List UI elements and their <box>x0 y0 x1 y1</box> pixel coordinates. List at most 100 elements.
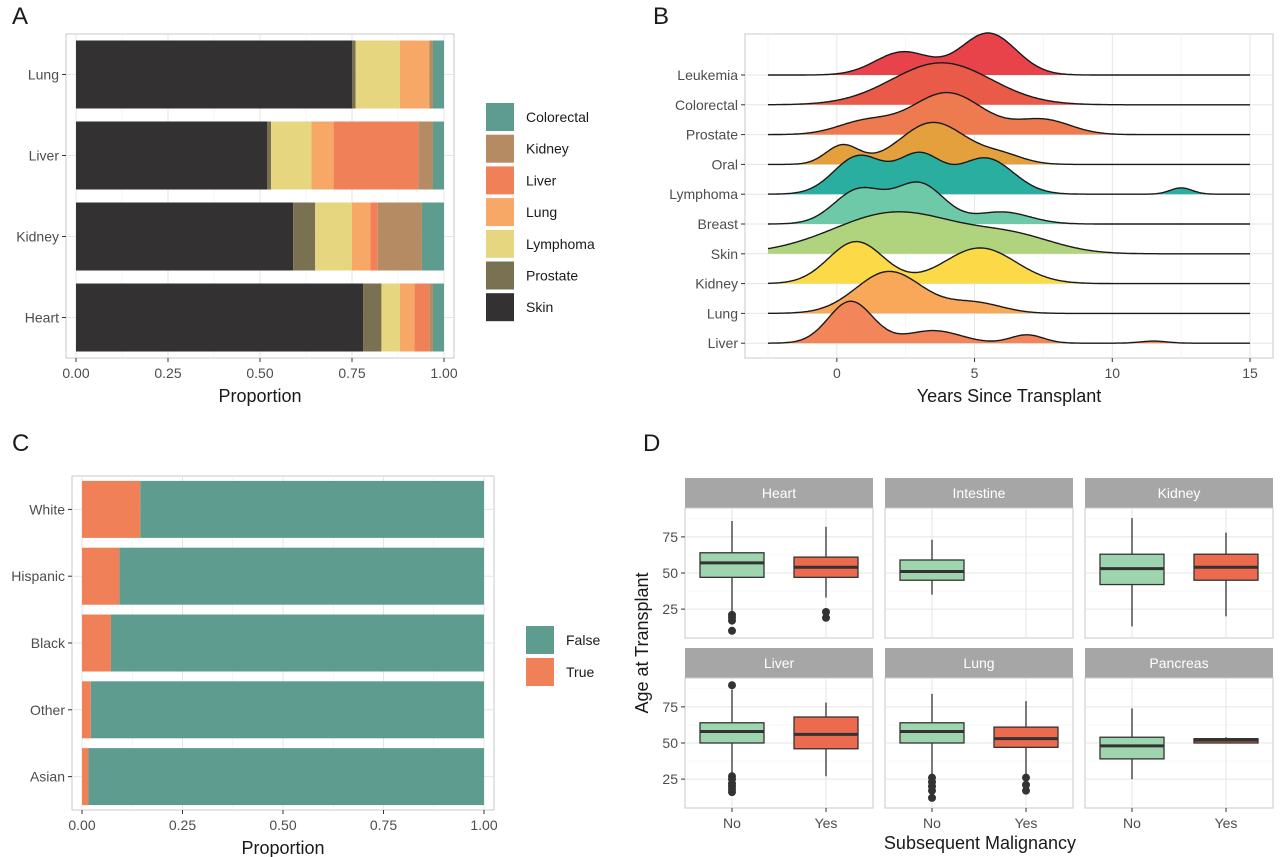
bar-segment-liver-lymphoma <box>271 121 312 190</box>
x-tick-label-yes: Yes <box>1015 815 1038 831</box>
bar-segment-lung-prostate <box>352 40 356 109</box>
bar-segment-kidney-lymphoma <box>315 202 352 271</box>
bar-segment-liver-skin <box>76 121 268 190</box>
outlier-lung-yes <box>1022 786 1030 795</box>
legend-key-liver <box>486 166 514 195</box>
y-tick-label: 25 <box>662 771 678 787</box>
bar-segment-kidney-colorectal <box>421 202 444 271</box>
ridge-fill-prostate <box>768 92 1250 135</box>
legend-key-lung <box>486 198 514 227</box>
y-tick-label-other: Other <box>30 702 65 718</box>
bar-segment-kidney-kidney <box>377 202 422 271</box>
facet-strip-intestine <box>885 478 1073 508</box>
legend-label-kidney: Kidney <box>526 141 569 157</box>
bar-segment-lung-lung <box>399 40 430 109</box>
bar-segment-black-true <box>82 614 111 672</box>
ridge-fill-oral <box>768 122 1250 165</box>
ridge-outline-kidney <box>768 240 1250 285</box>
legend-key-prostate <box>486 261 514 290</box>
x-axis-title: Subsequent Malignancy <box>884 833 1076 853</box>
bar-segment-liver-colorectal <box>432 121 444 190</box>
outlier-liver-no <box>728 681 736 690</box>
outlier-lung-no <box>928 793 936 802</box>
panel-label-b: B <box>653 3 669 30</box>
facet-strip-heart <box>685 478 873 508</box>
bar-segment-heart-liver <box>414 283 430 352</box>
bar-segment-heart-prostate <box>363 283 382 352</box>
x-tick-label: 0.25 <box>154 365 181 381</box>
bar-segment-white-true <box>82 480 141 538</box>
ridge-outline-colorectal <box>768 62 1250 106</box>
bar-segment-heart-lymphoma <box>381 283 400 352</box>
facet-title-intestine: Intestine <box>953 485 1006 501</box>
y-tick-label-black: Black <box>31 635 66 651</box>
box-pancreas-no <box>1099 736 1165 760</box>
legend-key-false <box>526 626 554 654</box>
x-tick-label: 0.75 <box>338 365 365 381</box>
bar-segment-heart-lung <box>399 283 415 352</box>
y-tick-label: 50 <box>662 735 678 751</box>
box-heart-no <box>699 552 765 578</box>
ridge-outline-lymphoma <box>767 151 1250 195</box>
facet-title-liver: Liver <box>764 655 795 671</box>
legend-label-lymphoma: Lymphoma <box>526 236 595 252</box>
ridge-fill-lung <box>768 271 1250 314</box>
x-tick-label: 0.50 <box>246 365 273 381</box>
ridge-outline-breast <box>768 181 1250 225</box>
bar-segment-kidney-liver <box>370 202 378 271</box>
y-axis-title: Age at Transplant <box>632 572 652 713</box>
x-axis-title: Proportion <box>218 386 301 406</box>
x-tick-label-yes: Yes <box>1215 815 1238 831</box>
outlier-heart-no <box>728 626 736 635</box>
panel-b-ridgeline-chart: 0 5 10 15 Leukemia Colorectal Prostate Oral Lymp… <box>669 32 1274 406</box>
ridge-fill-leukemia <box>768 33 1250 75</box>
bar-segment-liver-kidney <box>418 121 433 190</box>
panel-a-stacked-bar-chart: 0.00 0.25 0.50 0.75 1.00 Lung Liver Kidney Heart… <box>16 33 595 406</box>
facet-strip-kidney <box>1085 478 1273 508</box>
y-tick-label-colorectal: Colorectal <box>675 97 738 113</box>
legend-label-colorectal: Colorectal <box>526 109 589 125</box>
y-tick-label-lung: Lung <box>707 305 738 321</box>
y-tick-label-heart: Heart <box>25 310 59 326</box>
y-tick-label-leukemia: Leukemia <box>677 67 738 83</box>
x-axis-title: Years Since Transplant <box>917 386 1101 406</box>
x-tick-label-no: No <box>923 815 941 831</box>
outlier-heart-yes <box>822 608 830 616</box>
y-tick-label-lymphoma: Lymphoma <box>669 186 738 202</box>
ridge-fill-liver <box>768 301 1250 344</box>
bar-segment-lung-skin <box>76 40 352 109</box>
y-tick-label-lung: Lung <box>28 67 59 83</box>
panel-c-stacked-bar-chart: 0.00 0.25 0.50 0.75 1.00 White Hispanic Black Ot… <box>11 475 600 857</box>
y-tick-label-asian: Asian <box>30 769 65 785</box>
facet-strip-liver <box>685 648 873 678</box>
ridge-outline-lung <box>768 270 1250 315</box>
x-tick-label-no: No <box>1123 815 1141 831</box>
x-tick-label: 1.00 <box>470 817 497 833</box>
bar-segment-heart-skin <box>76 283 364 352</box>
legend-key-lymphoma <box>486 229 514 258</box>
y-tick-label-liver: Liver <box>29 148 60 164</box>
legend-key-true <box>526 658 554 686</box>
outlier-liver-no <box>728 788 736 797</box>
y-tick-label-skin: Skin <box>711 246 738 262</box>
x-tick-label: 1.00 <box>430 365 457 381</box>
bar-segment-lung-colorectal <box>432 40 444 109</box>
ridge-fill-lymphoma <box>768 152 1250 195</box>
panel-label-a: A <box>12 3 28 30</box>
x-axis-title: Proportion <box>241 838 324 857</box>
bar-segment-other-false <box>90 681 485 739</box>
y-tick-label: 25 <box>662 601 678 617</box>
x-tick-label: 0.00 <box>62 365 89 381</box>
bar-segment-liver-liver <box>333 121 419 190</box>
bar-segment-liver-lung <box>311 121 334 190</box>
bar-segment-heart-kidney <box>429 283 433 352</box>
bar-segment-heart-colorectal <box>432 283 444 352</box>
outlier-lung-yes <box>1022 780 1030 789</box>
outlier-lung-no <box>928 786 936 795</box>
ridge-outline-liver <box>768 300 1250 344</box>
x-tick-label: 0.75 <box>370 817 397 833</box>
y-tick-label: 75 <box>662 699 678 715</box>
legend-key-colorectal <box>486 103 514 131</box>
bar-segment-asian-true <box>82 748 89 806</box>
x-tick-label: 5 <box>971 365 979 381</box>
